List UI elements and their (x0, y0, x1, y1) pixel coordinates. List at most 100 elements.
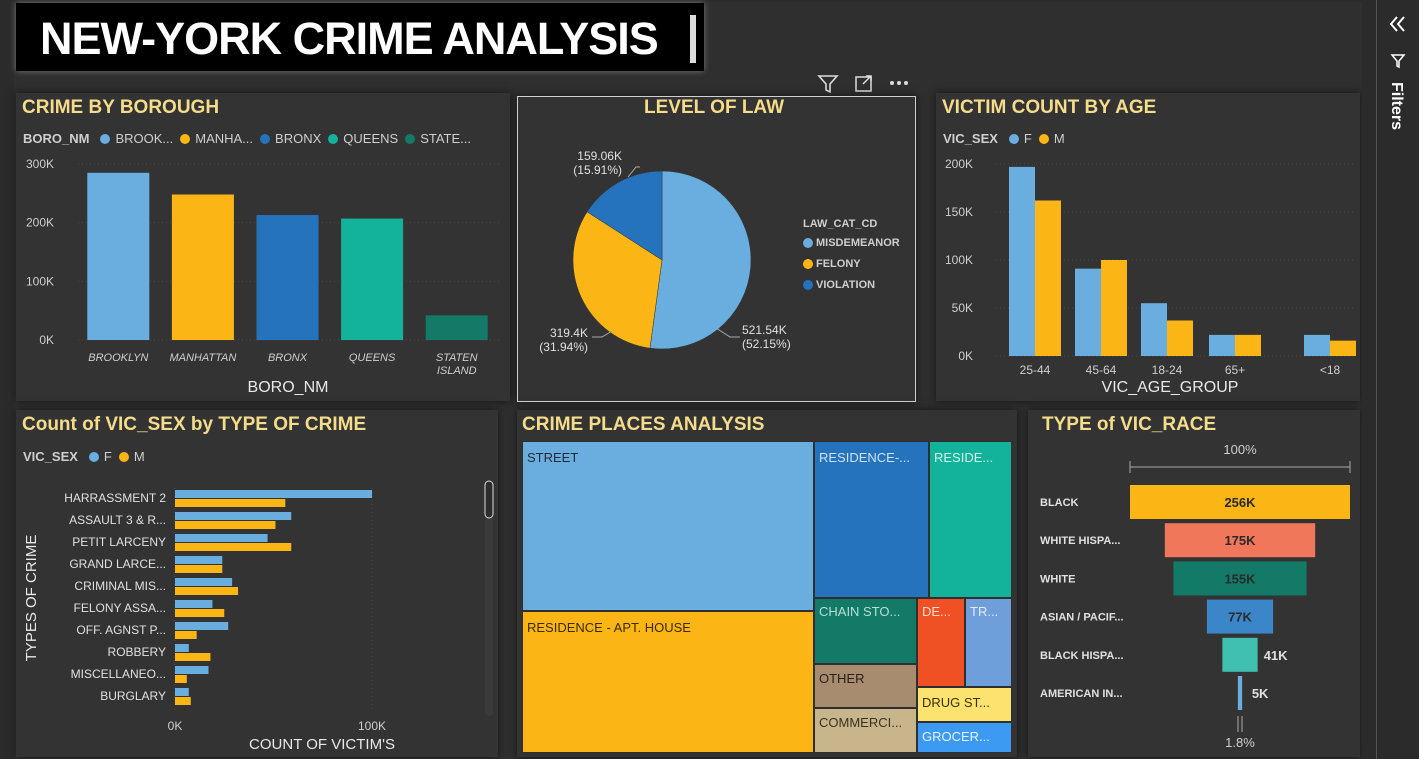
y-tick-label: ASSAULT 3 & R... (69, 513, 166, 527)
law-legend-item[interactable]: MISDEMEANOR (803, 237, 900, 249)
bar (175, 565, 223, 573)
funnel-bar (1206, 599, 1274, 634)
bar (175, 499, 286, 507)
treemap-tile-residence-3[interactable]: RESIDE... (929, 441, 1012, 598)
legend-item[interactable]: F (103, 449, 112, 464)
legend-item[interactable]: F (1023, 131, 1032, 146)
legend-item[interactable]: M (133, 449, 145, 464)
bar (175, 631, 197, 639)
leader-line (592, 330, 613, 338)
legend-item[interactable]: STATE... (420, 131, 471, 146)
data-label: (15.91%) (573, 163, 622, 177)
tile-label: GROCER... (922, 729, 990, 744)
tile-label: TR... (970, 604, 999, 619)
treemap-tile-commercial[interactable]: COMMERCI... (814, 708, 917, 753)
funnel-value-label: 256K (1224, 495, 1256, 510)
bar (171, 194, 234, 340)
borough-bar-chart: 300K 200K 100K 0K BROOKLYN MANHATTAN BRONX QUEE… (26, 157, 501, 396)
funnel-category-label: WHITE HISPA... (1040, 535, 1120, 547)
x-axis-title: BORO_NM (248, 379, 329, 396)
y-tick-label: 100K (26, 274, 54, 288)
legend-dot (1038, 133, 1049, 144)
crime-type-visual[interactable] (16, 410, 498, 757)
funnel-value-label: 175K (1224, 533, 1256, 548)
treemap-tile-residence-apt[interactable]: RESIDENCE - APT. HOUSE (522, 611, 814, 753)
bar (256, 215, 319, 340)
data-label: (31.94%) (539, 340, 588, 354)
funnel-bar (1237, 676, 1243, 710)
x-tick-label: 0K (168, 719, 183, 733)
crime-type-legend: VIC_SEX F M (23, 449, 145, 464)
bar (175, 644, 189, 652)
funnel-category-label: ASIAN / PACIF... (1040, 612, 1124, 624)
tile-label: CHAIN STO... (819, 604, 901, 619)
bar (1035, 200, 1061, 356)
y-tick-label: 0K (958, 349, 973, 363)
focus-mode-icon[interactable] (855, 75, 872, 92)
funnel-value-label: 5K (1252, 686, 1269, 701)
filters-pane-collapsed[interactable] (1376, 0, 1419, 759)
treemap-tile-drug-store[interactable]: DRUG ST... (917, 687, 1012, 722)
bar (175, 556, 223, 564)
legend-item[interactable]: BRONX (275, 131, 322, 146)
legend-label: VIOLATION (816, 279, 876, 291)
treemap-tile-residence-2[interactable]: RESIDENCE-... (814, 441, 929, 598)
bar (175, 675, 187, 683)
x-axis-title: COUNT OF VICTIM'S (249, 736, 395, 753)
bar (87, 172, 150, 340)
bar (175, 600, 213, 608)
legend-dot (803, 238, 813, 248)
bar (341, 218, 404, 340)
y-tick-label: 300K (26, 157, 54, 171)
law-legend-item[interactable]: VIOLATION (803, 279, 900, 291)
treemap-tile-chain-store[interactable]: CHAIN STO... (814, 598, 917, 664)
x-tick-label: STATEN (436, 352, 478, 364)
bar (175, 688, 189, 696)
x-tick-label: <18 (1320, 363, 1341, 377)
canvas-scrollbar[interactable] (1362, 0, 1376, 759)
y-tick-label: 200K (945, 157, 973, 171)
borough-chart-title: CRIME BY BOROUGH (22, 97, 220, 118)
legend-item[interactable]: BROOK... (115, 131, 174, 146)
bar (175, 578, 233, 586)
report-title-banner: NEW-YORK CRIME ANALYSIS (16, 3, 704, 71)
tile-label: RESIDENCE-... (819, 450, 911, 465)
y-tick-label: 100K (945, 253, 973, 267)
tile-label: RESIDENCE - APT. HOUSE (527, 620, 691, 635)
race-funnel-chart: 100% BLACK 256K WHITE HISPA... 175K WHITE 155K… (1040, 442, 1351, 750)
tile-label: OTHER (819, 671, 865, 686)
bar (1141, 303, 1167, 356)
legend-item[interactable]: M (1053, 131, 1065, 146)
legend-dot (803, 280, 813, 290)
bar (175, 587, 239, 595)
filters-pane-label[interactable]: Filters (1388, 82, 1405, 131)
bar (1330, 340, 1356, 356)
filter-icon[interactable] (817, 75, 839, 94)
funnel-category-label: AMERICAN IN... (1040, 688, 1123, 700)
treemap-tile-other[interactable]: OTHER (814, 664, 917, 708)
law-legend-title: LAW_CAT_CD (803, 218, 878, 230)
x-tick-label: BRONX (268, 352, 308, 364)
data-label: 159.06K (577, 149, 622, 163)
treemap-tile-dept-store[interactable]: DE... (917, 598, 965, 687)
funnel-bar (1164, 523, 1316, 558)
y-tick-label: FELONY ASSA... (74, 601, 166, 615)
x-tick-label: QUEENS (349, 352, 396, 364)
law-legend-item[interactable]: FELONY (803, 258, 900, 270)
double-chevron-left-icon[interactable] (1388, 14, 1408, 34)
treemap-tile-grocery[interactable]: GROCER... (917, 722, 1012, 753)
tile-label: DE... (922, 604, 951, 619)
treemap-tile-street[interactable]: STREET (522, 441, 814, 611)
legend-item[interactable]: QUEENS (343, 131, 399, 146)
bar (175, 512, 292, 520)
more-options-icon[interactable] (890, 81, 908, 85)
legend-dot (88, 451, 99, 462)
legend-item[interactable]: MANHA... (195, 131, 254, 146)
tile-label: STREET (527, 450, 579, 465)
funnel-value-label: 155K (1224, 571, 1256, 586)
x-tick-label: 65+ (1225, 363, 1245, 377)
bar (175, 697, 191, 705)
treemap-tile-transit[interactable]: TR... (965, 598, 1012, 687)
y-tick-label: 200K (26, 216, 54, 230)
funnel-bottom-label: 1.8% (1225, 735, 1255, 750)
